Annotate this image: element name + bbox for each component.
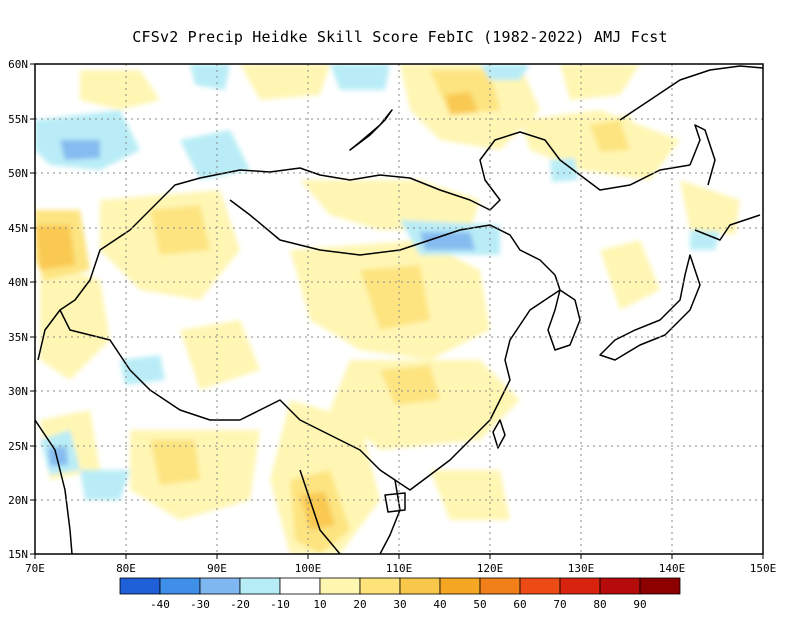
lon-tick-label: 80E bbox=[116, 562, 136, 575]
legend-swatch bbox=[239, 577, 281, 595]
lat-tick-labels: 15N 20N 25N 30N 35N 40N 45N 50N 55N 60N bbox=[8, 58, 28, 561]
gridlines bbox=[35, 64, 763, 554]
legend-label: 70 bbox=[553, 598, 566, 611]
legend-label: 10 bbox=[313, 598, 326, 611]
legend-swatch bbox=[119, 577, 161, 595]
legend-swatch bbox=[199, 577, 241, 595]
lon-tick-label: 120E bbox=[477, 562, 504, 575]
legend-label: -40 bbox=[150, 598, 170, 611]
tick-marks bbox=[30, 63, 764, 559]
lat-tick-label: 25N bbox=[8, 440, 28, 453]
legend-swatch bbox=[519, 577, 561, 595]
legend-swatch bbox=[159, 577, 201, 595]
lon-tick-label: 100E bbox=[295, 562, 322, 575]
lon-tick-label: 140E bbox=[659, 562, 686, 575]
legend-swatch bbox=[279, 577, 321, 595]
lat-tick-label: 20N bbox=[8, 494, 28, 507]
legend-swatch bbox=[399, 577, 441, 595]
lat-tick-label: 45N bbox=[8, 222, 28, 235]
lon-tick-label: 130E bbox=[568, 562, 595, 575]
legend-label: 20 bbox=[353, 598, 366, 611]
legend-label: -20 bbox=[230, 598, 250, 611]
lon-tick-label: 90E bbox=[207, 562, 227, 575]
lon-tick-label: 110E bbox=[386, 562, 413, 575]
legend-label: 90 bbox=[633, 598, 646, 611]
legend-label: 30 bbox=[393, 598, 406, 611]
lat-tick-label: 40N bbox=[8, 276, 28, 289]
legend-swatch bbox=[439, 577, 481, 595]
lon-tick-label: 150E bbox=[750, 562, 777, 575]
legend-label: -30 bbox=[190, 598, 210, 611]
lon-tick-labels: 70E 80E 90E 100E 110E 120E 130E 140E 150… bbox=[25, 562, 776, 575]
lon-tick-label: 70E bbox=[25, 562, 45, 575]
lat-tick-label: 15N bbox=[8, 548, 28, 561]
lat-tick-label: 30N bbox=[8, 385, 28, 398]
legend-swatch bbox=[599, 577, 641, 595]
legend-swatch bbox=[639, 577, 681, 595]
coastlines bbox=[35, 65, 763, 554]
skill-field bbox=[35, 64, 763, 554]
legend-label: 40 bbox=[433, 598, 446, 611]
legend-label: 50 bbox=[473, 598, 486, 611]
legend-label: 60 bbox=[513, 598, 526, 611]
legend-label: -10 bbox=[270, 598, 290, 611]
legend-swatch bbox=[359, 577, 401, 595]
legend-swatch bbox=[559, 577, 601, 595]
lat-tick-label: 35N bbox=[8, 331, 28, 344]
legend-swatch bbox=[319, 577, 361, 595]
lat-tick-label: 60N bbox=[8, 58, 28, 71]
color-legend: -40 -30 -20 -10 10 20 30 40 50 60 70 80 90 bbox=[119, 577, 681, 611]
legend-swatch bbox=[479, 577, 521, 595]
legend-label: 80 bbox=[593, 598, 606, 611]
lat-tick-label: 55N bbox=[8, 113, 28, 126]
lat-tick-label: 50N bbox=[8, 167, 28, 180]
chart-title: CFSv2 Precip Heidke Skill Score FebIC (1… bbox=[132, 28, 668, 46]
